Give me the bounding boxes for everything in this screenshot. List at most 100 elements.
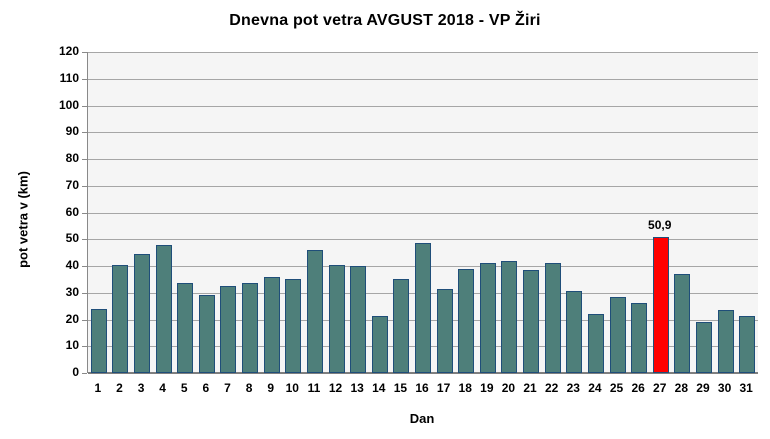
bar-day-31 (739, 315, 756, 373)
x-tick-label-day-11: 11 (307, 381, 321, 395)
y-tick-label: 80 (65, 151, 79, 165)
bar-day-20 (501, 260, 518, 373)
bar-day-15 (393, 279, 410, 373)
bar-day-10 (285, 279, 302, 373)
x-tick-label-day-4: 4 (159, 381, 166, 395)
bar-day-7 (220, 286, 237, 373)
y-tick-label: 40 (65, 258, 79, 272)
gridline (88, 52, 758, 53)
plot-area (87, 52, 758, 374)
chart-title: Dnevna pot vetra AVGUST 2018 - VP Žiri (229, 12, 541, 29)
bar-day-27 (652, 236, 669, 373)
bar-day-19 (479, 263, 496, 373)
y-tick-mark (82, 159, 87, 160)
x-tick-label-day-3: 3 (137, 381, 145, 395)
bar-day-14 (371, 315, 388, 373)
y-tick-mark (82, 346, 87, 348)
x-tick-label-day-23: 23 (566, 381, 580, 395)
x-tick-label-day-28: 28 (674, 381, 689, 395)
y-tick-mark (82, 132, 87, 134)
y-tick-label: 120 (58, 44, 79, 58)
y-tick-mark (82, 105, 87, 107)
bar-day-13 (350, 266, 367, 373)
bar-day-18 (458, 268, 475, 373)
y-axis-title: pot vetra v (km) (15, 171, 31, 268)
x-tick-label-day-22: 22 (544, 381, 559, 395)
x-tick-label-day-25: 25 (609, 381, 624, 395)
gridline (88, 212, 758, 214)
bar-day-22 (544, 263, 561, 373)
bar-day-11 (306, 249, 323, 373)
bar-day-8 (242, 283, 259, 373)
bar-day-9 (263, 276, 280, 373)
y-tick-label: 100 (58, 97, 79, 112)
highlight-value-label: 50,9 (648, 217, 672, 232)
x-tick-label-day-26: 26 (631, 381, 645, 395)
y-tick-label: 0 (72, 365, 79, 379)
y-tick-mark (82, 52, 87, 53)
x-tick-label-day-13: 13 (350, 381, 364, 395)
x-tick-label-day-20: 20 (501, 381, 516, 395)
x-tick-label-day-2: 2 (116, 381, 123, 395)
x-tick-label-day-16: 16 (415, 381, 429, 395)
bar-day-26 (631, 303, 648, 373)
bar-day-25 (609, 296, 626, 373)
gridline (88, 185, 758, 187)
bar-day-24 (587, 314, 604, 373)
y-tick-label: 60 (65, 204, 79, 219)
x-tick-label-day-24: 24 (588, 381, 602, 395)
bar-day-3 (134, 253, 151, 373)
y-tick-label: 90 (65, 124, 79, 139)
x-tick-label-day-6: 6 (202, 381, 210, 395)
bar-day-23 (566, 291, 583, 373)
y-tick-mark (82, 239, 87, 241)
x-tick-label-day-15: 15 (393, 381, 408, 395)
bar-day-4 (155, 244, 172, 373)
x-tick-label-day-8: 8 (245, 381, 253, 395)
x-tick-label-day-9: 9 (267, 381, 275, 395)
x-tick-label-day-31: 31 (739, 381, 753, 395)
x-tick-label-day-14: 14 (372, 381, 386, 395)
y-tick-label: 10 (65, 338, 79, 353)
y-tick-label: 20 (65, 311, 79, 326)
gridline (88, 239, 758, 241)
gridline (88, 159, 758, 160)
y-tick-mark (82, 319, 87, 321)
x-axis-line (88, 372, 758, 374)
x-tick-label-day-29: 29 (696, 381, 710, 395)
x-tick-label-day-1: 1 (94, 381, 102, 395)
y-tick-mark (82, 212, 87, 214)
x-tick-label-day-12: 12 (328, 381, 343, 395)
y-tick-mark (82, 185, 87, 187)
y-tick-mark (82, 78, 87, 80)
bar-day-28 (674, 274, 691, 373)
y-tick-label: 30 (65, 284, 79, 299)
bar-day-12 (328, 264, 345, 373)
gridline (88, 105, 758, 107)
bar-day-2 (112, 264, 129, 373)
x-tick-label-day-27: 27 (653, 381, 667, 395)
x-tick-label-day-18: 18 (458, 381, 472, 395)
gridline (88, 132, 758, 134)
x-tick-label-day-21: 21 (523, 381, 537, 395)
bar-day-1 (90, 308, 107, 373)
bar-day-29 (695, 322, 712, 373)
y-tick-label: 110 (59, 70, 79, 85)
y-tick-mark (82, 292, 87, 294)
x-tick-label-day-19: 19 (480, 381, 494, 395)
bar-day-30 (717, 310, 734, 373)
bar-day-5 (177, 283, 194, 373)
x-axis-title: Dan (409, 411, 435, 426)
x-tick-label-day-17: 17 (436, 381, 451, 395)
x-tick-label-day-7: 7 (224, 381, 231, 395)
y-tick-mark (82, 373, 87, 374)
x-tick-label-day-5: 5 (180, 381, 188, 395)
bar-day-16 (415, 243, 431, 373)
x-tick-label-day-30: 30 (717, 381, 732, 395)
bar-day-17 (436, 288, 453, 373)
x-tick-label-day-10: 10 (285, 381, 299, 395)
bar-day-21 (523, 270, 540, 373)
y-tick-label: 50 (65, 231, 79, 246)
y-tick-mark (82, 266, 87, 267)
